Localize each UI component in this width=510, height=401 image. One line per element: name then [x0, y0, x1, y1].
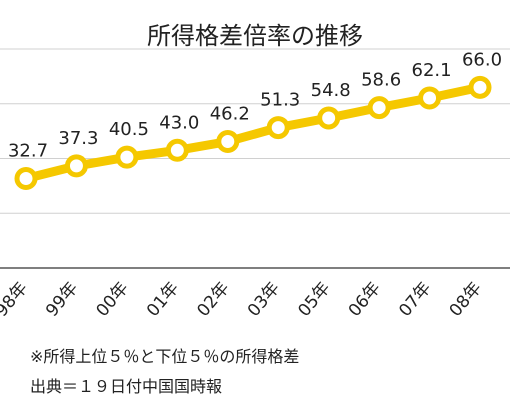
- data-point: [115, 145, 139, 169]
- data-labels: 32.7 37.3 40.5 43.0 46.2 51.3 54.8 58.6 62.1 66.0: [8, 49, 502, 161]
- data-label: 66.0: [462, 49, 502, 70]
- x-tick-label: 99年: [42, 278, 82, 320]
- x-tick-label: 98年: [0, 278, 32, 320]
- x-tick-label: 08年: [446, 278, 486, 320]
- x-tick-label: 06年: [345, 278, 385, 320]
- series-line: [21, 82, 485, 183]
- data-point: [367, 96, 391, 120]
- footnote: ※所得上位５％と下位５％の所得格差: [30, 347, 299, 366]
- data-label: 51.3: [260, 90, 300, 111]
- source-note: 出典＝１９日付中国国時報: [30, 377, 222, 396]
- data-point: [317, 106, 341, 130]
- data-point: [266, 116, 290, 140]
- data-point: [64, 154, 88, 178]
- x-tick-label: 01年: [143, 278, 183, 320]
- data-label: 43.0: [159, 112, 199, 133]
- data-point: [418, 86, 442, 110]
- data-point: [216, 130, 240, 154]
- x-tick-label: 05年: [294, 278, 334, 320]
- data-label: 58.6: [361, 70, 401, 91]
- data-label: 32.7: [8, 140, 48, 161]
- data-label: 40.5: [109, 119, 149, 140]
- data-label: 62.1: [412, 60, 452, 81]
- x-tick-labels: 98年 99年 00年 01年 02年 03年 05年 06年 07年 08年: [0, 278, 486, 320]
- data-label: 37.3: [58, 128, 98, 149]
- data-point: [468, 75, 492, 99]
- data-point: [14, 166, 38, 190]
- data-label: 54.8: [311, 80, 351, 101]
- x-tick-label: 00年: [93, 278, 133, 320]
- x-tick-label: 03年: [244, 278, 284, 320]
- chart-title: 所得格差倍率の推移: [147, 22, 363, 50]
- data-label: 46.2: [210, 104, 250, 125]
- series-line-layer: [21, 82, 485, 183]
- x-tick-label: 02年: [193, 278, 233, 320]
- data-point: [165, 138, 189, 162]
- x-tick-label: 07年: [395, 278, 435, 320]
- data-points: [14, 75, 492, 190]
